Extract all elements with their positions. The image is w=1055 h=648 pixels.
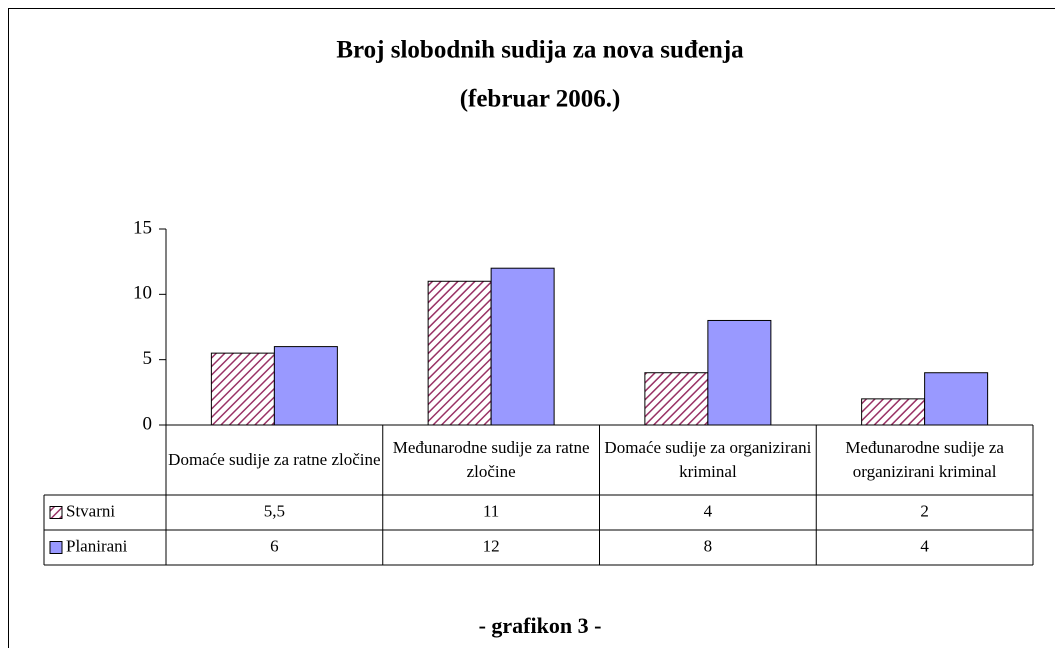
table-value: 4 <box>920 536 929 555</box>
bar <box>644 372 709 426</box>
y-tick-label: 10 <box>133 283 152 304</box>
table-value: 5,5 <box>264 501 285 520</box>
table-value: 12 <box>483 536 500 555</box>
bar <box>210 352 275 426</box>
y-tick-label: 15 <box>133 217 152 238</box>
table-value: 8 <box>704 536 713 555</box>
chart-title: Broj slobodnih sudija za nova suđenja <box>336 37 744 64</box>
table-value: 6 <box>270 536 279 555</box>
legend-label: Planirani <box>66 536 128 555</box>
x-tick-label: Domaće sudije za organizirani kriminal <box>604 438 812 481</box>
x-tick-label: Domaće sudije za ratne zločine <box>168 450 381 469</box>
chart-subtitle: (februar 2006.) <box>460 86 621 113</box>
table-value: 11 <box>483 501 499 520</box>
y-tick-label: 5 <box>143 348 153 369</box>
x-tick-label: Međunarodne sudije za organizirani krimi… <box>845 438 1004 481</box>
x-tick-label: Međunarodne sudije za ratne zločine <box>392 438 590 481</box>
bar <box>427 280 492 426</box>
legend-label: Stvarni <box>66 501 115 520</box>
bar <box>707 319 772 426</box>
bar <box>490 267 555 426</box>
caption: - grafikon 3 - <box>479 613 602 638</box>
table-value: 2 <box>920 501 929 520</box>
legend-key <box>49 541 63 554</box>
table-value: 4 <box>704 501 713 520</box>
frame <box>8 8 1055 648</box>
y-tick-label: 0 <box>143 413 153 434</box>
bar <box>273 346 338 426</box>
legend-key <box>49 506 63 519</box>
bar <box>924 372 989 426</box>
bar <box>861 398 926 426</box>
